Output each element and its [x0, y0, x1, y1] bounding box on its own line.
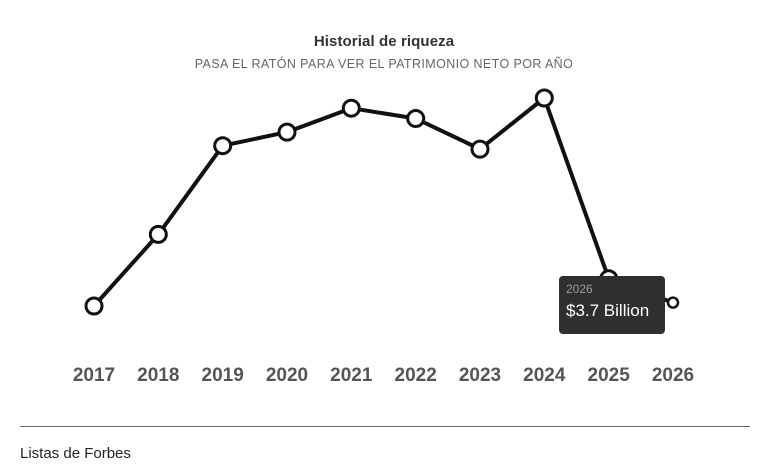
x-tick-label-2019: 2019 [202, 365, 244, 386]
data-point-2019[interactable] [213, 136, 233, 156]
series-line [92, 96, 675, 308]
x-tick-label-2021: 2021 [330, 365, 373, 386]
x-tick-label-2020: 2020 [266, 365, 308, 386]
x-tick-label-2017: 2017 [73, 365, 115, 386]
data-point-2022[interactable] [406, 109, 426, 128]
data-point-2020[interactable] [277, 122, 297, 142]
data-point-2026[interactable] [666, 296, 680, 309]
section-divider [20, 426, 750, 427]
value-tooltip: 2026 $3.7 Billion [559, 276, 665, 334]
chart-subtitle: PASA EL RATÓN PARA VER EL PATRIMONIO NET… [194, 57, 574, 71]
x-tick-label-2023: 2023 [459, 365, 501, 386]
data-point-2021[interactable] [341, 98, 361, 118]
x-tick-label-2026: 2026 [652, 365, 694, 386]
data-point-2024[interactable] [534, 88, 554, 108]
data-point-2017[interactable] [84, 296, 104, 316]
data-point-2018[interactable] [148, 224, 168, 244]
x-tick-label-2024: 2024 [523, 365, 566, 386]
tooltip-value: $3.7 Billion [566, 301, 650, 320]
x-tick-label-2022: 2022 [395, 365, 437, 386]
x-axis-ticks: 2017 2018 2019 2020 2021 2022 2023 2024 2025 2026 [73, 365, 694, 386]
forbes-lists-heading[interactable]: Listas de Forbes [20, 445, 131, 462]
chart-header: Historial de riqueza PASA EL RATÓN PARA … [0, 33, 768, 71]
line-layer [92, 96, 675, 308]
tooltip-year: 2026 [566, 282, 593, 296]
x-tick-label-2018: 2018 [137, 365, 179, 386]
x-tick-label-2025: 2025 [588, 365, 631, 386]
chart-title: Historial de riqueza [313, 33, 455, 50]
data-point-2023[interactable] [470, 139, 490, 159]
wealth-line-chart[interactable]: 2017 2018 2019 2020 2021 2022 2023 2024 2025 2026 [0, 0, 768, 410]
